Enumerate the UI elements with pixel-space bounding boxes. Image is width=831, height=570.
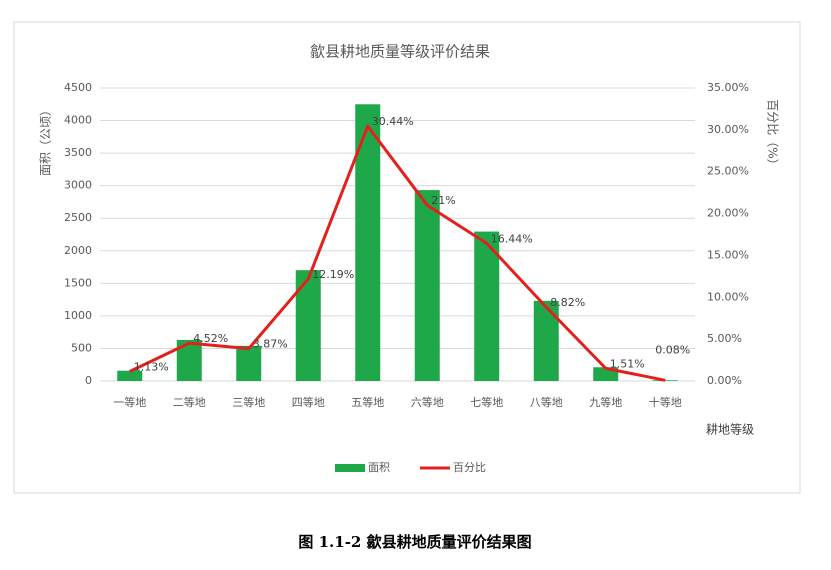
data-label: 1.13% — [134, 361, 169, 374]
data-label: 16.44% — [491, 232, 533, 245]
x-tick-label: 十等地 — [649, 395, 682, 409]
bar — [533, 300, 559, 381]
x-tick-label: 四等地 — [292, 395, 325, 409]
legend-label: 百分比 — [453, 461, 486, 474]
y-tick-label: 0 — [85, 374, 92, 387]
x-tick-label: 五等地 — [351, 395, 384, 409]
data-label: 12.19% — [312, 268, 354, 281]
data-label: 4.52% — [193, 332, 228, 345]
bar — [474, 231, 500, 381]
data-label: 1.51% — [610, 357, 645, 370]
x-tick-label: 三等地 — [232, 395, 265, 409]
y-tick-label: 2500 — [64, 211, 92, 224]
data-label: 0.08% — [655, 343, 690, 356]
legend-swatch — [335, 464, 365, 472]
data-label: 3.87% — [253, 338, 288, 351]
x-axis-label: 耕地等级 — [706, 422, 754, 437]
y-tick-label: 4500 — [64, 81, 92, 94]
chart-frame — [13, 21, 801, 494]
x-tick-label: 二等地 — [173, 395, 206, 409]
y2-tick-label: 30.00% — [707, 123, 749, 136]
caption: 图 1.1-2 歙县耕地质量评价结果图 — [298, 533, 531, 551]
x-tick-label: 七等地 — [470, 395, 503, 409]
y2-tick-label: 15.00% — [707, 248, 749, 261]
x-tick-label: 一等地 — [113, 395, 146, 409]
bar — [117, 370, 143, 381]
x-tick-label: 六等地 — [411, 395, 444, 409]
y-tick-label: 500 — [71, 341, 92, 354]
y-tick-label: 1000 — [64, 309, 92, 322]
bar — [295, 270, 321, 381]
data-label: 30.44% — [372, 115, 414, 128]
x-tick-label: 八等地 — [530, 395, 563, 409]
y-axis-label: 面积（公顷） — [39, 104, 53, 176]
bar — [652, 380, 678, 381]
data-label: 21% — [431, 194, 455, 207]
data-label: 8.82% — [550, 296, 585, 309]
y-tick-label: 3500 — [64, 146, 92, 159]
y2-tick-label: 5.00% — [707, 332, 742, 345]
y-tick-label: 1500 — [64, 276, 92, 289]
chart-title: 歙县耕地质量等级评价结果 — [310, 43, 490, 61]
legend-label: 面积 — [368, 461, 390, 474]
line — [129, 124, 666, 382]
y2-tick-label: 35.00% — [707, 81, 749, 94]
y-tick-label: 2000 — [64, 244, 92, 257]
y2-tick-label: 25.00% — [707, 165, 749, 178]
x-tick-label: 九等地 — [589, 395, 622, 409]
y-tick-label: 4000 — [64, 114, 92, 127]
bar — [236, 345, 262, 381]
y-tick-label: 3000 — [64, 179, 92, 192]
y2-tick-label: 10.00% — [707, 290, 749, 303]
y2-axis-label: 百分比（%） — [766, 99, 780, 170]
bar — [414, 190, 440, 381]
y2-tick-label: 20.00% — [707, 207, 749, 220]
y2-tick-label: 0.00% — [707, 374, 742, 387]
